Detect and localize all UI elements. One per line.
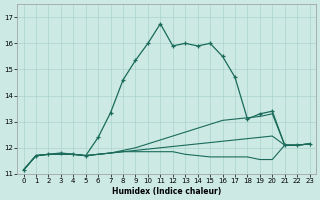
X-axis label: Humidex (Indice chaleur): Humidex (Indice chaleur) [112, 187, 221, 196]
